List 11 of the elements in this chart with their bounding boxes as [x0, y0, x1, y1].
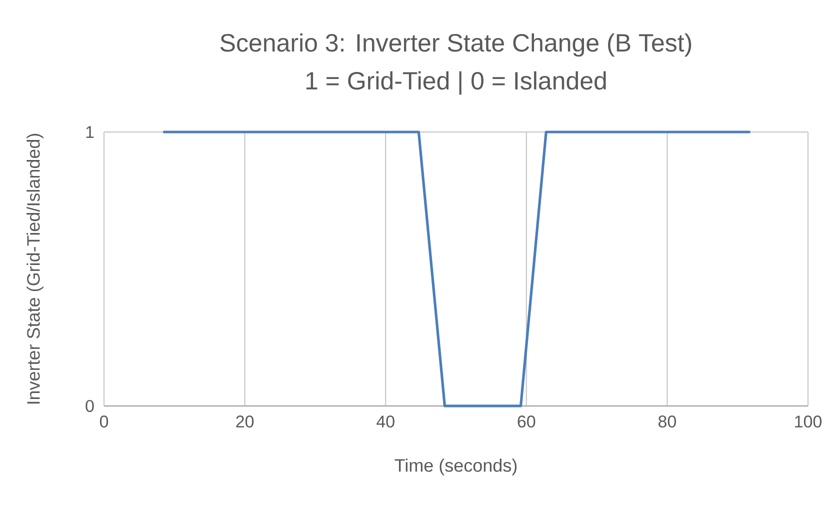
x-tick-label: 60 [518, 416, 536, 428]
y-axis-title: Inverter State (Grid-Tied/Islanded) [26, 134, 44, 404]
x-tick-label: 80 [658, 416, 676, 428]
x-tick-label: 0 [100, 416, 108, 428]
chart-title: Scenario 3: Inverter State Change (B Test) [220, 33, 692, 57]
x-axis-title: Time (seconds) [394, 458, 517, 476]
x-tick-label: 100 [795, 416, 822, 428]
x-tick-label: 40 [376, 416, 394, 428]
chart-subtitle: 1 = Grid-Tied | 0 = Islanded [306, 71, 606, 95]
x-tick-label: 20 [236, 416, 254, 428]
y-tick-label: 1 [86, 126, 94, 138]
